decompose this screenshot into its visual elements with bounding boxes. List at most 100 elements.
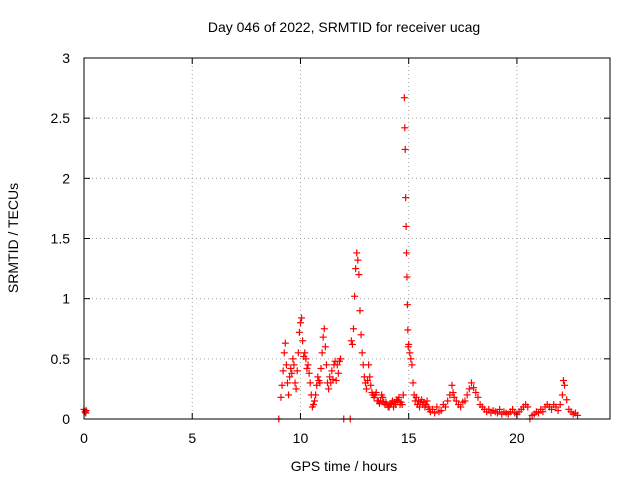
data-point [474,393,482,401]
data-point [333,361,341,369]
data-point [401,145,409,153]
data-point [296,319,304,327]
data-point [309,401,317,409]
plot-frame [83,57,611,420]
data-point [292,385,300,393]
data-point [399,391,407,399]
data-point [294,349,302,357]
data-point [306,379,314,387]
data-point [408,361,416,369]
data-point [574,411,582,419]
data-point [328,367,336,375]
y-tick-label: 2 [62,170,70,186]
grid [84,58,610,419]
data-point [423,397,431,405]
data-point [404,326,412,334]
data-point [291,379,299,387]
data-point [441,403,449,411]
data-point [379,393,387,401]
data-point [355,271,363,279]
data-point [354,256,362,264]
data-point [403,249,411,257]
data-point [407,355,415,363]
data-point [303,364,311,372]
data-point [452,397,460,405]
data-point [457,403,465,411]
data-point [405,340,413,348]
data-point [318,349,326,357]
data-point [356,307,364,315]
data-point [332,376,340,384]
data-point [358,349,366,357]
data-point [362,385,370,393]
data-point [509,405,517,413]
data-point [278,381,286,389]
data-point [470,384,478,392]
data-point [448,381,456,389]
data-point [539,408,547,416]
data-point [524,403,532,411]
data-point [561,381,569,389]
data-point [398,401,406,409]
data-point [281,339,289,347]
data-point [377,397,385,405]
x-axis: 0 5 10 15 20 [80,58,525,446]
data-point [289,355,297,363]
data-points [80,94,582,423]
data-point [437,407,445,415]
data-point [283,379,291,387]
data-point [365,361,373,369]
data-point [305,369,313,377]
data-point [433,403,441,411]
data-point [367,381,375,389]
data-point [496,405,504,413]
data-point [472,389,480,397]
data-point [402,194,410,202]
data-point [299,337,307,345]
data-point [337,355,345,363]
data-point [450,393,458,401]
data-point [285,391,293,399]
data-point [548,405,556,413]
y-tick-label: 1.5 [51,231,71,247]
data-point [403,273,411,281]
data-point [295,328,303,336]
data-point [349,325,357,333]
y-axis: 0 0.5 1 1.5 2 2.5 3 [51,50,610,427]
data-point [301,349,309,357]
x-tick-label: 0 [80,430,88,446]
data-point [406,349,414,357]
data-point [312,391,320,399]
data-point [556,401,564,409]
x-tick-label: 5 [188,430,196,446]
data-point [287,364,295,372]
data-point [352,265,360,273]
data-point [395,393,403,401]
data-point [554,407,562,415]
data-point [314,373,322,381]
data-point [322,361,330,369]
data-point [298,314,306,322]
data-point [465,385,473,393]
data-point [493,409,501,417]
data-point [467,379,475,387]
data-point [347,337,355,345]
data-point [463,391,471,399]
data-point [348,340,356,348]
x-tick-label: 15 [401,430,417,446]
data-point [402,222,410,230]
data-point [334,369,342,377]
data-point [372,389,380,397]
chart-title: Day 046 of 2022, SRMTID for receiver uca… [208,19,480,35]
data-point [559,376,567,384]
data-point [321,343,329,351]
y-tick-label: 1 [62,291,70,307]
data-point [485,405,493,413]
data-point [316,379,324,387]
data-point [317,364,325,372]
data-point [400,94,408,102]
data-point [364,376,372,384]
data-point [329,375,337,383]
data-point [429,405,437,413]
y-axis-label: SRMTID / TECUs [5,183,21,293]
